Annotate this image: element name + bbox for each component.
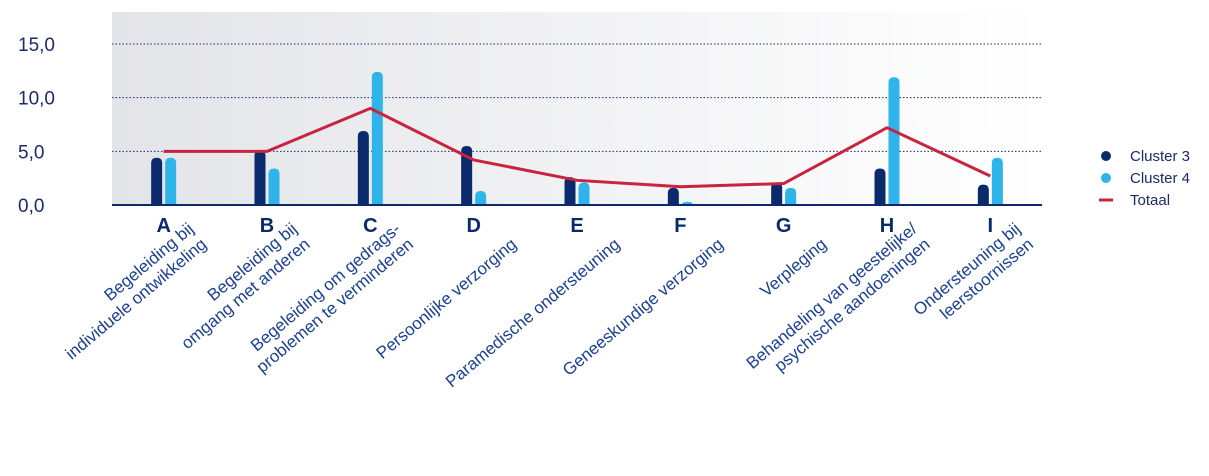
- category-labels: A B C D E F G H I: [156, 215, 993, 237]
- bar-cluster-4-i: [991, 157, 1003, 205]
- bar-cluster-4-e: [578, 182, 590, 205]
- y-axis-ticks: 0,0 5,0 10,0 15,0: [18, 35, 55, 217]
- bar-cluster-3-a: [151, 157, 163, 205]
- total-line: [163, 106, 991, 189]
- legend-marker: [1101, 173, 1111, 183]
- bar-cluster-3-c: [357, 130, 369, 205]
- bars: [151, 71, 1003, 205]
- bar-cluster-4-g: [785, 187, 797, 205]
- category-label-i: I: [988, 215, 994, 237]
- bar-cluster-4-c: [371, 71, 383, 205]
- category-label-g: G: [776, 215, 792, 237]
- description-line: Paramedische ondersteuning: [442, 235, 624, 392]
- bar-cluster-4-b: [268, 168, 280, 205]
- category-description-h: Behandeling van geestelijke/psychische a…: [743, 219, 934, 375]
- y-tick-label: 5,0: [18, 142, 44, 163]
- bar-cluster-3-b: [254, 150, 266, 205]
- bar-cluster-4-a: [165, 157, 177, 205]
- category-label-b: B: [260, 215, 274, 237]
- bar-cluster-3-h: [874, 168, 886, 205]
- legend: Cluster 3 Cluster 4 Totaal: [1099, 148, 1190, 209]
- y-tick-label: 10,0: [18, 89, 55, 110]
- bar-cluster-4-h: [888, 77, 900, 205]
- legend-marker: [1101, 151, 1111, 161]
- bar-cluster-4-d: [475, 191, 487, 205]
- category-description-e: Paramedische ondersteuning: [442, 235, 624, 392]
- legend-label: Totaal: [1130, 192, 1170, 209]
- description-line: Verpleging: [756, 235, 830, 301]
- legend-label: Cluster 3: [1130, 148, 1190, 165]
- category-label-f: F: [674, 215, 686, 237]
- category-label-a: A: [156, 215, 170, 237]
- y-tick-label: 15,0: [18, 35, 55, 56]
- legend-label: Cluster 4: [1130, 170, 1190, 187]
- category-label-e: E: [570, 215, 583, 237]
- bar-cluster-3-e: [564, 177, 576, 205]
- bar-cluster-3-i: [977, 184, 989, 205]
- line-series-totaal: [163, 106, 991, 189]
- category-description-g: Verpleging: [756, 235, 830, 301]
- category-label-h: H: [880, 215, 894, 237]
- y-tick-label: 0,0: [18, 196, 44, 217]
- plot-background: [112, 12, 1042, 205]
- category-label-d: D: [466, 215, 480, 237]
- bar-cluster-3-d: [461, 145, 473, 205]
- bar-cluster-3-f: [667, 187, 679, 205]
- bar-cluster-3-g: [771, 182, 783, 205]
- category-label-c: C: [363, 215, 377, 237]
